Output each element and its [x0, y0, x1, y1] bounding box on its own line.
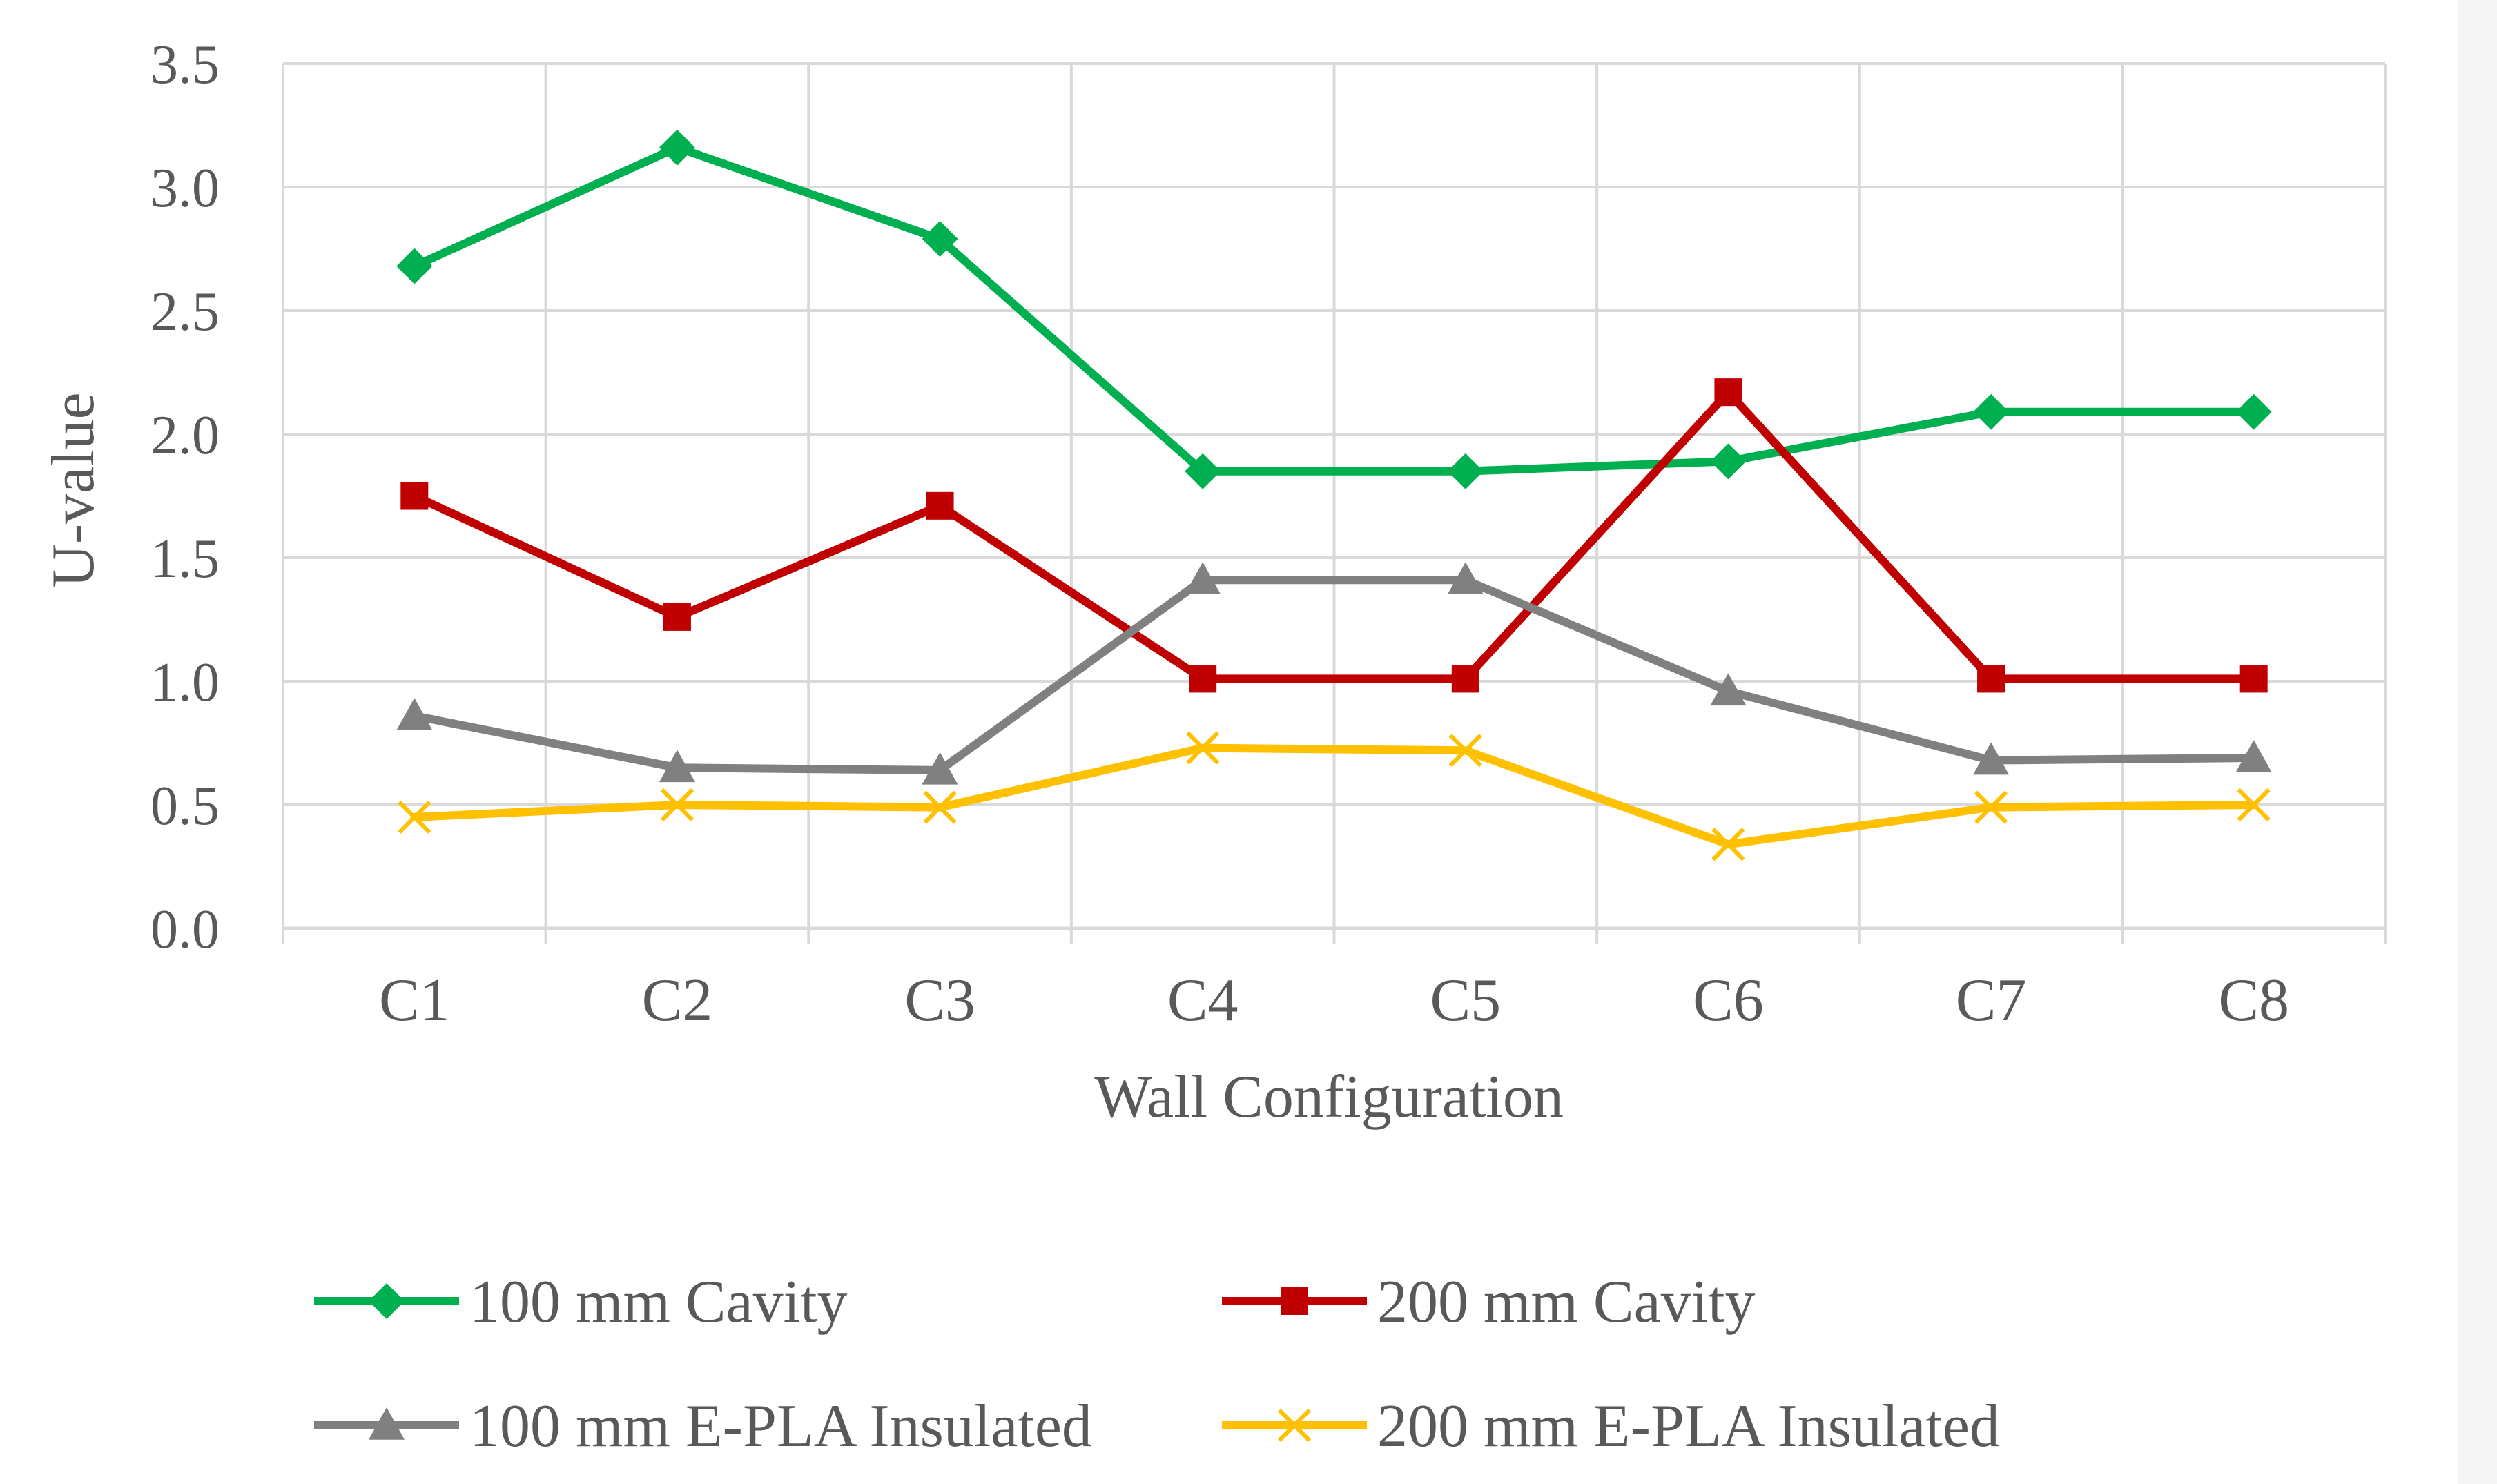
legend-swatch-marker-stroke	[1277, 1408, 1312, 1443]
x-tick-label: C8	[2218, 967, 2289, 1034]
data-point-series-4	[1974, 790, 2008, 824]
data-point-series-2	[1189, 665, 1217, 693]
legend-label: 200 mm Cavity	[1377, 1269, 1756, 1336]
data-point-series-2	[400, 482, 429, 510]
data-point-series-1	[922, 221, 958, 257]
data-point-series-4	[1186, 731, 1220, 765]
data-point-series-1	[2235, 393, 2272, 430]
legend-item: 200 mm Cavity	[1222, 1269, 1756, 1336]
y-tick-label: 3.5	[150, 35, 220, 95]
data-point-series-4	[1711, 828, 1745, 861]
data-point-series-3	[922, 752, 958, 785]
y-tick-label: 1.0	[150, 652, 220, 713]
y-tick-label: 2.5	[150, 282, 220, 342]
y-tick-label: 0.5	[150, 776, 220, 837]
data-point-series-4-stroke	[1711, 828, 1745, 861]
legend-swatch-marker	[1281, 1287, 1308, 1315]
axes	[282, 926, 2387, 944]
legend-item: 200 mm E-PLA Insulated	[1222, 1393, 2000, 1460]
data-point-series-3	[1447, 562, 1484, 595]
x-axis-title: Wall Configuration	[1094, 1064, 1564, 1131]
series-markers	[396, 129, 2272, 861]
series-line-1	[410, 143, 2258, 476]
data-point-series-4	[660, 788, 694, 822]
x-tick-label: C1	[379, 967, 450, 1034]
x-tick-label: C3	[904, 967, 975, 1034]
data-point-series-4	[923, 790, 957, 824]
data-point-series-2	[2239, 665, 2268, 693]
legend-swatch-marker	[369, 1283, 405, 1319]
y-tick-label: 2.0	[150, 405, 220, 466]
legend-swatch-marker	[369, 1407, 405, 1440]
legend-item: 100 mm Cavity	[314, 1269, 848, 1336]
series-line-3	[410, 576, 2258, 774]
data-point-series-2	[1714, 378, 1742, 407]
data-point-series-2	[1451, 665, 1479, 693]
grid-lines	[282, 62, 2387, 928]
data-point-series-3	[1710, 673, 1747, 706]
data-point-series-4	[2237, 788, 2271, 822]
legend-swatch-marker	[1277, 1408, 1312, 1443]
data-point-series-1	[1973, 393, 2010, 430]
legend-label: 200 mm E-PLA Insulated	[1377, 1393, 2000, 1460]
data-point-series-4	[398, 800, 431, 834]
data-point-series-1	[1710, 443, 1747, 480]
legend-label: 100 mm E-PLA Insulated	[469, 1393, 1092, 1460]
data-point-series-4-stroke	[1186, 731, 1220, 765]
x-tick-label: C7	[1956, 967, 2027, 1034]
data-point-series-4-stroke	[1448, 734, 1482, 768]
y-tick-label: 0.0	[150, 899, 220, 960]
data-point-series-3	[2235, 739, 2272, 772]
data-point-series-2	[663, 603, 691, 631]
data-point-series-1	[396, 248, 433, 284]
data-point-series-1	[1185, 453, 1221, 489]
data-point-series-4-stroke	[2237, 788, 2271, 822]
legend-item: 100 mm E-PLA Insulated	[314, 1393, 1092, 1460]
data-point-series-4-stroke	[1974, 790, 2008, 824]
data-point-series-2	[926, 491, 954, 520]
page-edge-strip	[2458, 0, 2497, 1484]
data-point-series-4-stroke	[660, 788, 694, 822]
series-line-4	[410, 743, 2258, 849]
y-axis-title: U-value	[40, 392, 107, 587]
data-point-series-4	[1448, 734, 1482, 768]
data-point-series-1	[659, 129, 695, 166]
series-line-2	[410, 388, 2258, 683]
tick-labels: 0.0 0.5 1.0 1.5 2.0 2.5 3.0 3.5 C1 C2 C3 C4 C5 C6 C7 C8	[150, 35, 2289, 1034]
series-lines	[410, 143, 2258, 849]
data-point-series-2	[1977, 665, 2005, 693]
data-point-series-4-stroke	[398, 800, 431, 834]
legend-label: 100 mm Cavity	[469, 1269, 848, 1336]
x-tick-label: C5	[1430, 967, 1501, 1034]
legend: 100 mm Cavity 200 mm Cavity 100 mm E-PLA I…	[314, 1269, 2000, 1460]
x-tick-label: C6	[1693, 967, 1764, 1034]
x-tick-label: C4	[1167, 967, 1238, 1034]
data-point-series-3	[396, 698, 433, 730]
y-tick-label: 1.5	[150, 529, 220, 589]
data-point-series-4-stroke	[923, 790, 957, 824]
data-point-series-3	[1185, 562, 1221, 595]
data-point-series-3	[659, 750, 695, 783]
data-point-series-1	[1447, 453, 1484, 489]
x-tick-label: C2	[642, 967, 713, 1034]
data-point-series-3	[1973, 742, 2010, 775]
y-tick-label: 3.0	[150, 158, 220, 219]
